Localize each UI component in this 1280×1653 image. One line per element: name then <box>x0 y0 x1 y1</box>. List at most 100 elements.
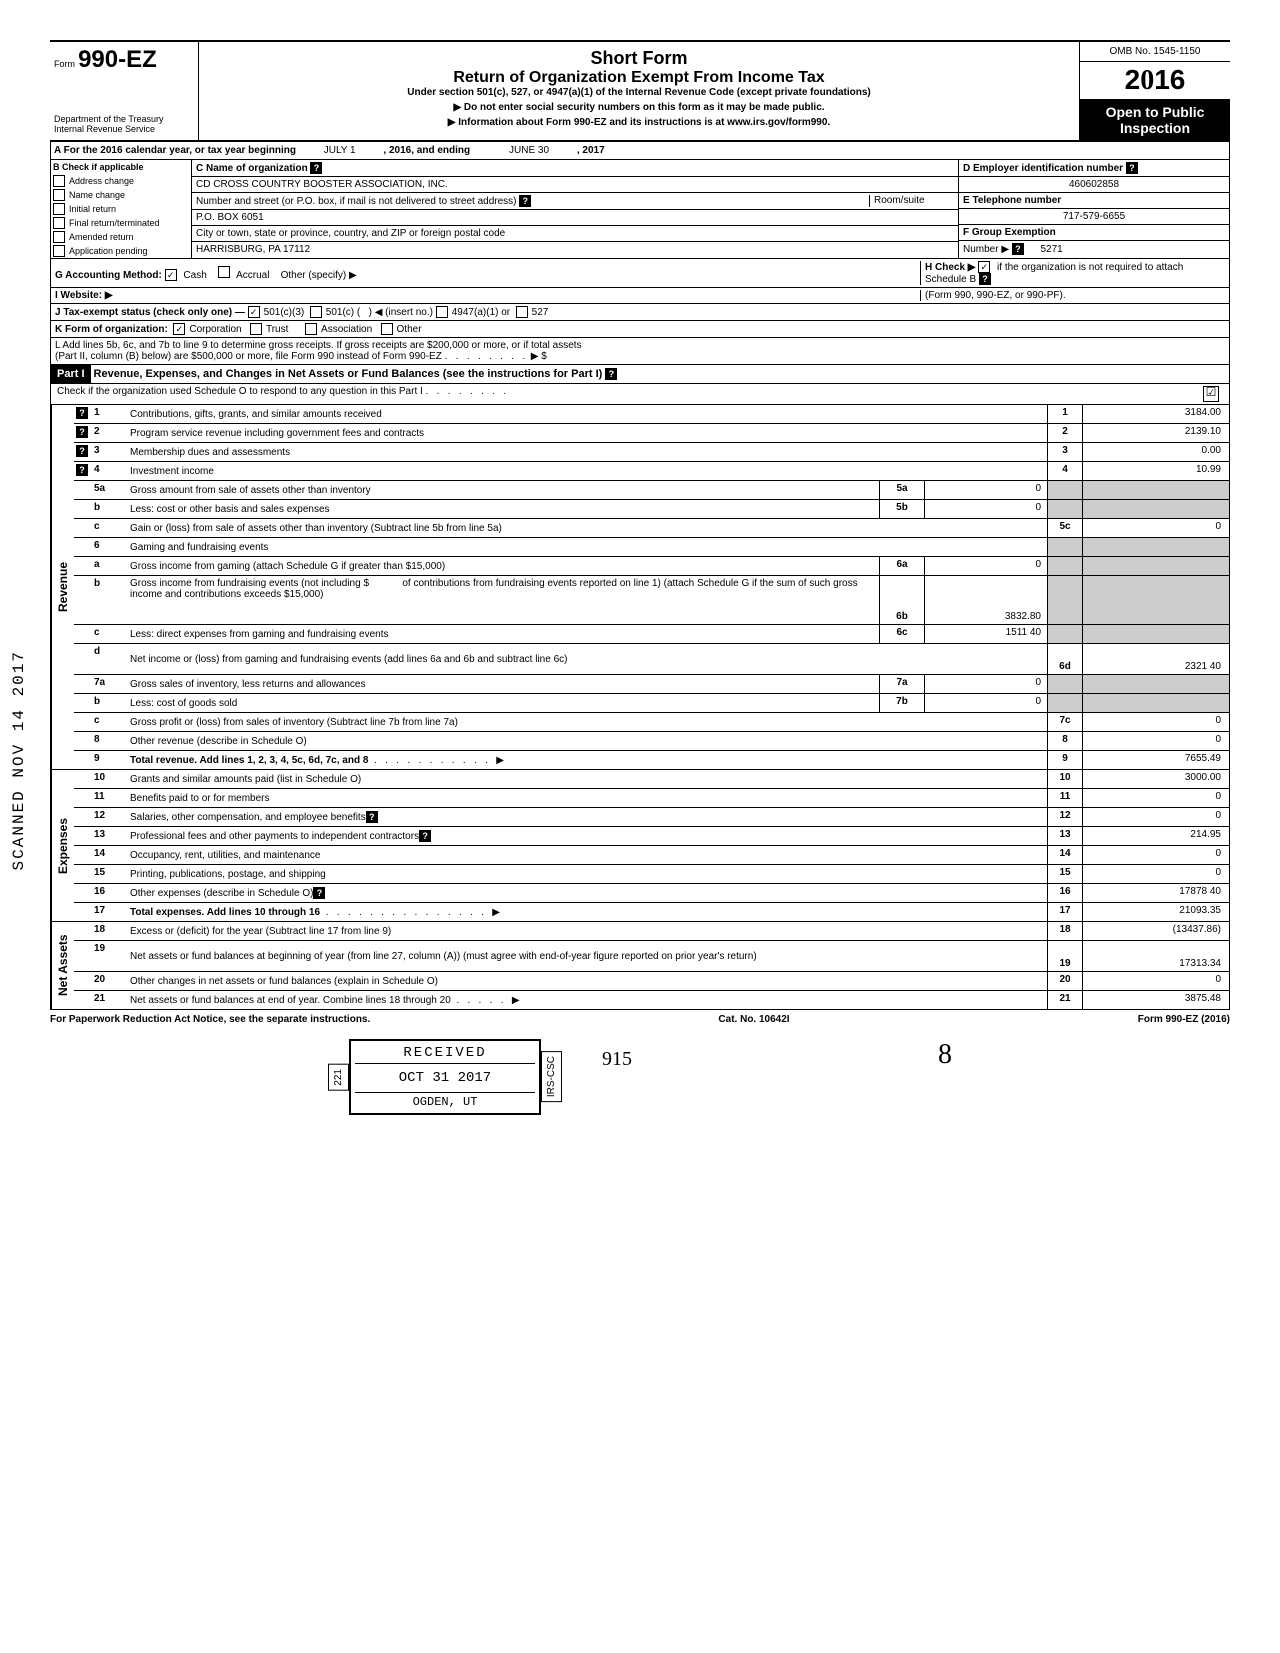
help-icon[interactable]: ? <box>366 811 378 823</box>
line-desc: Professional fees and other payments to … <box>130 831 419 842</box>
result-num: 17 <box>1047 903 1082 921</box>
result-num: 21 <box>1047 991 1082 1009</box>
result-num: 6d <box>1047 644 1082 674</box>
line-num: 3 <box>90 443 126 461</box>
checkbox-assoc[interactable] <box>305 323 317 335</box>
help-icon[interactable]: ? <box>519 195 531 207</box>
line-desc: Gross sales of inventory, less returns a… <box>130 679 365 690</box>
info-line: ▶ Information about Form 990-EZ and its … <box>205 117 1073 128</box>
line-num: 18 <box>90 922 126 940</box>
label-insert-no: ) ◀ (insert no.) <box>369 307 433 318</box>
part1-label: Part I <box>51 365 91 383</box>
shaded-cell <box>1082 694 1229 712</box>
checkbox-501c3[interactable]: ✓ <box>248 306 260 318</box>
short-form-title: Short Form <box>205 48 1073 69</box>
line-desc: Other changes in net assets or fund bala… <box>130 976 438 987</box>
line-desc: Less: cost or other basis and sales expe… <box>130 504 330 515</box>
checkbox-address[interactable] <box>53 175 65 187</box>
result-val: 0 <box>1082 713 1229 731</box>
checkbox-4947[interactable] <box>436 306 448 318</box>
sub-val: 0 <box>924 557 1047 575</box>
result-num: 20 <box>1047 972 1082 990</box>
checkbox-initial[interactable] <box>53 203 65 215</box>
netassets-label: Net Assets <box>51 922 74 1009</box>
result-val: 10.99 <box>1082 462 1229 480</box>
help-icon[interactable]: ? <box>76 464 88 476</box>
help-icon[interactable]: ? <box>76 445 88 457</box>
help-icon[interactable]: ? <box>76 407 88 419</box>
help-icon[interactable]: ? <box>605 368 617 380</box>
checkbox-trust[interactable] <box>250 323 262 335</box>
help-icon[interactable]: ? <box>310 162 322 174</box>
section-j-label: J Tax-exempt status (check only one) — <box>55 307 245 318</box>
line-num: 13 <box>90 827 126 845</box>
checkbox-cash[interactable]: ✓ <box>165 269 177 281</box>
result-val: 3000.00 <box>1082 770 1229 788</box>
street-value: P.O. BOX 6051 <box>192 210 958 226</box>
city-value: HARRISBURG, PA 17112 <box>192 242 958 257</box>
result-val: 0 <box>1082 519 1229 537</box>
line-num: 5a <box>90 481 126 499</box>
label-accrual: Accrual <box>236 270 269 281</box>
line-num: 16 <box>90 884 126 902</box>
checkbox-pending[interactable] <box>53 245 65 257</box>
line-desc: Printing, publications, postage, and shi… <box>130 869 326 880</box>
tax-year-end-year: , 2017 <box>577 145 605 156</box>
checkbox-schedule-b[interactable]: ✓ <box>978 261 990 273</box>
dept-treasury: Department of the Treasury <box>54 114 194 124</box>
line-num: 21 <box>90 991 126 1009</box>
result-num: 16 <box>1047 884 1082 902</box>
checkbox-accrual[interactable] <box>218 266 230 278</box>
result-val: 3875.48 <box>1082 991 1229 1009</box>
section-i-label: I Website: ▶ <box>55 290 113 301</box>
line-desc: Gross income from fundraising events (no… <box>130 578 369 589</box>
group-number-label: Number ▶ <box>963 244 1009 255</box>
line-num: a <box>90 557 126 575</box>
line-desc: Benefits paid to or for members <box>130 793 270 804</box>
line-desc: Gross amount from sale of assets other t… <box>130 485 371 496</box>
result-num: 7c <box>1047 713 1082 731</box>
line-desc: Total revenue. Add lines 1, 2, 3, 4, 5c,… <box>130 755 368 766</box>
checkbox-amended[interactable] <box>53 231 65 243</box>
checkbox-schedule-o[interactable]: ☑ <box>1203 386 1219 402</box>
help-icon[interactable]: ? <box>979 273 991 285</box>
sub-val: 1511 40 <box>924 625 1047 643</box>
help-icon[interactable]: ? <box>313 887 325 899</box>
shaded-cell <box>1047 675 1082 693</box>
checkbox-527[interactable] <box>516 306 528 318</box>
line-desc: Excess or (deficit) for the year (Subtra… <box>130 926 391 937</box>
sub-val: 0 <box>924 675 1047 693</box>
checkbox-other-org[interactable] <box>381 323 393 335</box>
result-num: 2 <box>1047 424 1082 442</box>
help-icon[interactable]: ? <box>76 426 88 438</box>
line-desc: Investment income <box>130 466 214 477</box>
line-desc: Less: cost of goods sold <box>130 698 237 709</box>
line-desc: Net assets or fund balances at beginning… <box>130 951 757 962</box>
section-a-mid: , 2016, and ending <box>383 145 470 156</box>
received-date: OCT 31 2017 <box>355 1064 535 1093</box>
checkbox-name[interactable] <box>53 189 65 201</box>
form-number: 990-EZ <box>78 46 157 73</box>
checkbox-final[interactable] <box>53 217 65 229</box>
line-desc: Program service revenue including govern… <box>130 428 424 439</box>
line-num: b <box>90 576 126 624</box>
result-val: 0 <box>1082 808 1229 826</box>
line-num: 15 <box>90 865 126 883</box>
section-g-label: G Accounting Method: <box>55 270 162 281</box>
help-icon[interactable]: ? <box>419 830 431 842</box>
line-num: 19 <box>90 941 126 971</box>
help-icon[interactable]: ? <box>1126 162 1138 174</box>
checkbox-501c[interactable] <box>310 306 322 318</box>
irs-label: Internal Revenue Service <box>54 124 194 134</box>
stamp-side-code: IRS-CSC <box>541 1051 562 1102</box>
result-num: 8 <box>1047 732 1082 750</box>
top-grid: B Check if applicable Address change Nam… <box>50 160 1230 259</box>
sub-num: 5a <box>879 481 924 499</box>
result-num: 3 <box>1047 443 1082 461</box>
line-num: 6 <box>90 538 126 556</box>
scanned-stamp: SCANNED NOV 14 2017 <box>10 650 28 870</box>
line-num: 7a <box>90 675 126 693</box>
help-icon[interactable]: ? <box>1012 243 1024 255</box>
checkbox-corp[interactable]: ✓ <box>173 323 185 335</box>
line-desc: Other expenses (describe in Schedule O) <box>130 888 313 899</box>
